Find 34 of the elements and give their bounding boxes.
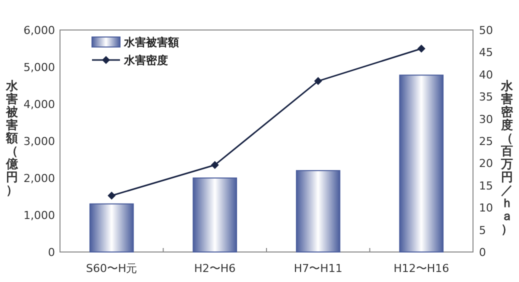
y2-tick-label: 0 [479,246,486,259]
legend-label: 水害密度 [123,54,168,67]
y2-tick-label: 45 [479,46,493,60]
y-tick-label: 3,000 [24,135,55,148]
text: 水害密度（百万円／ｈａ） [501,79,513,236]
text: 水害被害額（億円） [6,79,18,197]
y2-tick-label: 20 [479,157,493,170]
x-tick-label: S60〜H元 [86,262,138,275]
y2-tick-label: 50 [479,24,493,37]
x-tick-label: H7〜H11 [294,262,342,275]
point [210,160,219,169]
bar [89,203,134,252]
bar [296,170,340,252]
point [314,77,322,86]
point [417,44,426,53]
x-tick-label: H2〜H6 [194,262,236,275]
bar [192,178,238,252]
y2-tick-label: 30 [479,112,493,126]
y-tick-label: 5,000 [24,61,55,74]
y-tick-label: 2,000 [24,172,55,185]
y2-tick-label: 5 [479,224,486,237]
x-tick-label: H12〜H16 [394,262,450,275]
y2-tick-label: 35 [479,90,493,104]
y-tick-label: 0 [48,246,55,259]
y2-tick-label: 40 [479,68,493,82]
legend-label: 水害被害額 [123,36,179,49]
y2-tick-label: 10 [479,202,493,215]
bar [399,74,444,252]
y2-tick-label: 15 [479,179,493,192]
y-tick-label: 6,000 [24,24,55,37]
y-tick-label: 4,000 [24,98,55,111]
y-tick-label: 1,000 [24,209,55,222]
point [108,192,116,200]
y2-tick-label: 25 [479,135,493,148]
